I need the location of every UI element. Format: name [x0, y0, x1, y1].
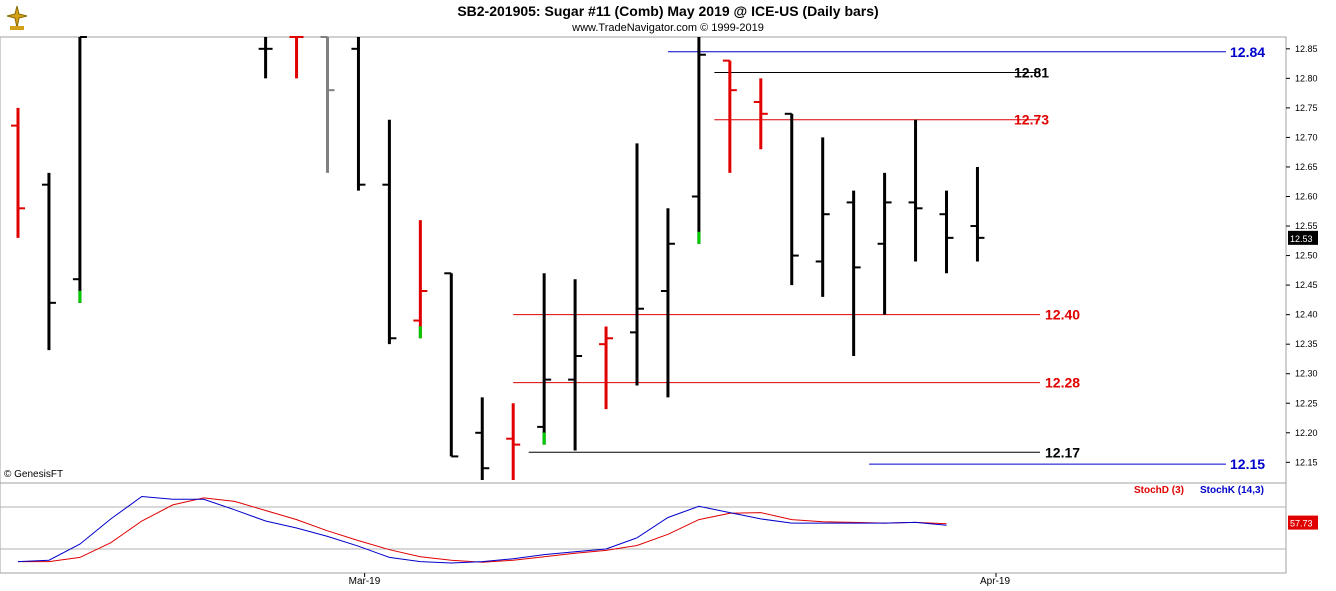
chart-subtitle: www.TradeNavigator.com © 1999-2019: [572, 22, 764, 34]
price-axis-label: 12.30: [1295, 369, 1318, 379]
level-label: 12.84: [1230, 44, 1265, 60]
copyright-text: © GenesisFT: [4, 469, 64, 480]
last-price-label: 12.53: [1290, 234, 1313, 244]
price-axis-label: 12.80: [1295, 73, 1318, 83]
stoch-series-line: [17, 495, 947, 564]
date-axis: Mar-19 Apr-19: [349, 573, 1010, 587]
stoch-legend-item: StochK (14,3): [1200, 485, 1264, 496]
level-label: 12.17: [1045, 444, 1080, 460]
date-axis-label: Apr-19: [980, 576, 1010, 587]
price-axis-label: 12.35: [1295, 339, 1318, 349]
chart-title: SB2-201905: Sugar #11 (Comb) May 2019 @ …: [457, 3, 879, 19]
level-label: 12.81: [1014, 64, 1049, 80]
price-axis-label: 12.25: [1295, 398, 1318, 408]
level-label: 12.28: [1045, 375, 1080, 391]
stoch-series-line: [18, 497, 947, 563]
level-label: 12.40: [1045, 307, 1080, 323]
level-label: 12.15: [1230, 456, 1265, 472]
price-axis-label: 12.85: [1295, 44, 1318, 54]
price-axis-label: 12.60: [1295, 191, 1318, 201]
main-plot-area: [0, 36, 1287, 484]
price-axis-label: 12.15: [1295, 457, 1318, 467]
indicator-plot-area: [0, 482, 1287, 574]
last-price-box: [1288, 230, 1318, 245]
trade-navigator-logo-icon: [4, 4, 30, 37]
price-axis-label: 12.45: [1295, 280, 1318, 290]
level-lines: 12.84 12.81 12.73 12.40 12.28 12.17 12.15: [513, 44, 1265, 472]
price-axis-label: 12.40: [1295, 310, 1318, 320]
price-axis-label: 12.70: [1295, 132, 1318, 142]
stoch-last-label: 57.73: [1290, 519, 1313, 529]
date-axis-label: Mar-19: [349, 576, 381, 587]
price-axis: 12.85 12.80 12.75 12.70 12.65 12.60 12.55 12.50…: [1286, 44, 1318, 467]
stoch-last-box: [1288, 515, 1318, 530]
level-label: 12.73: [1014, 112, 1049, 128]
price-axis-label: 12.65: [1295, 162, 1318, 172]
price-bars: [11, 36, 985, 481]
price-axis-label: 12.55: [1295, 221, 1318, 231]
stoch-legend-item: StochD (3): [1134, 485, 1184, 496]
price-axis-label: 12.50: [1295, 251, 1318, 261]
stochastic-lines: StochD (3) StochK (14,3) 57.73: [0, 485, 1318, 564]
price-axis-label: 12.20: [1295, 428, 1318, 438]
price-axis-label: 12.75: [1295, 103, 1318, 113]
